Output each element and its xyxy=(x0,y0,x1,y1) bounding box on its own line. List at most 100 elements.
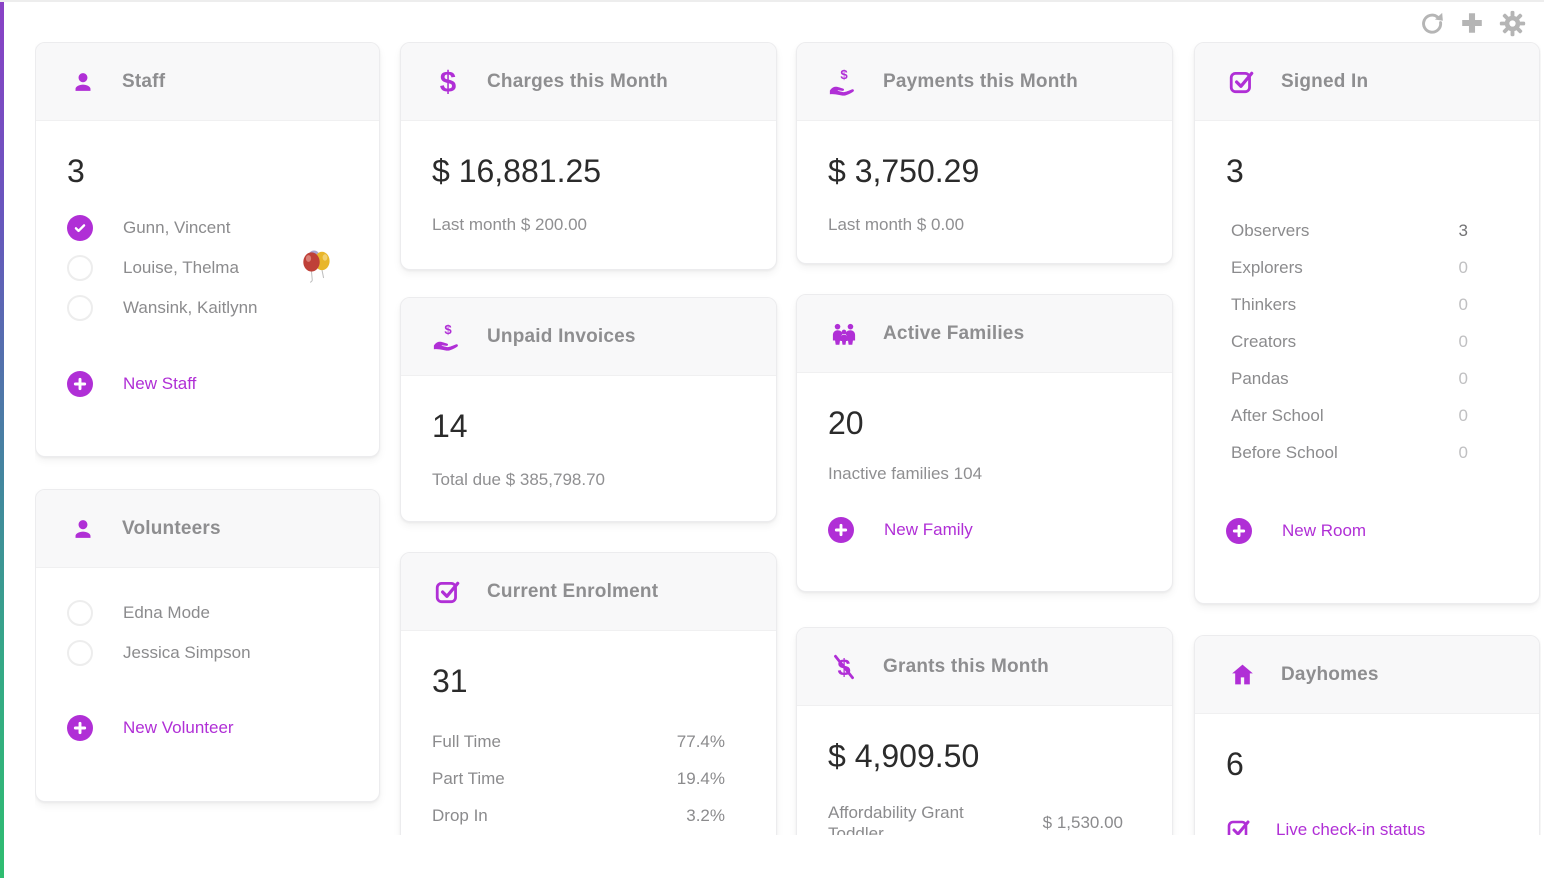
enrolment-breakdown: Full Time 77.4% Part Time 19.4% Drop In … xyxy=(432,723,745,834)
home-icon xyxy=(1226,661,1258,688)
charges-card-header: $ Charges this Month xyxy=(401,43,776,121)
new-family-label: New Family xyxy=(884,520,973,539)
new-staff-label: New Staff xyxy=(123,374,197,393)
room-count: 0 xyxy=(1458,368,1468,388)
enrolment-count: 31 xyxy=(432,663,468,699)
room-count: 0 xyxy=(1458,331,1468,351)
room-count: 0 xyxy=(1458,442,1468,462)
unpaid-card-header: $ Unpaid Invoices xyxy=(401,298,776,376)
room-count: 0 xyxy=(1458,405,1468,425)
enrolment-row: Part Time 19.4% xyxy=(432,760,725,797)
enrolment-row: Drop In 3.2% xyxy=(432,797,725,834)
dayhomes-count: 6 xyxy=(1226,746,1244,782)
families-card-title: Active Families xyxy=(883,322,1025,344)
active-families-card: Active Families 20 Inactive families 104… xyxy=(796,294,1173,592)
unchecked-circle-icon[interactable] xyxy=(67,295,93,321)
room-row: Before School 0 xyxy=(1231,434,1468,471)
room-label: Before School xyxy=(1231,442,1338,462)
staff-member-row[interactable]: Gunn, Vincent xyxy=(67,208,348,248)
inactive-families-text: Inactive families 104 xyxy=(828,464,983,483)
unchecked-circle-icon[interactable] xyxy=(67,255,93,281)
person-icon xyxy=(67,516,99,542)
svg-text:$: $ xyxy=(840,67,848,82)
new-volunteer-label: New Volunteer xyxy=(123,718,234,737)
new-room-label: New Room xyxy=(1282,521,1367,540)
live-checkin-status-link[interactable]: Live check-in status xyxy=(1226,810,1508,835)
settings-gear-icon[interactable] xyxy=(1496,7,1528,39)
room-count: 0 xyxy=(1458,257,1468,277)
volunteer-row[interactable]: Edna Mode xyxy=(67,593,348,633)
signed-in-count: 3 xyxy=(1226,153,1244,189)
grants-card-header: $ Grants this Month xyxy=(797,628,1172,706)
unpaid-card-title: Unpaid Invoices xyxy=(487,325,636,347)
room-row: Observers 3 xyxy=(1231,212,1468,249)
unpaid-count: 14 xyxy=(432,408,468,444)
room-count: 3 xyxy=(1458,220,1468,240)
room-label: Explorers xyxy=(1231,257,1303,277)
room-count: 0 xyxy=(1458,294,1468,314)
enrolment-row-label: Full Time xyxy=(432,731,501,751)
svg-text:$: $ xyxy=(440,66,456,98)
enrolment-row-value: 19.4% xyxy=(676,768,725,788)
unpaid-invoices-card: $ Unpaid Invoices 14 Total due $ 385,798… xyxy=(400,297,777,522)
new-family-button[interactable]: New Family xyxy=(828,510,1141,550)
payments-card-title: Payments this Month xyxy=(883,70,1078,92)
grant-row-label: Affordability Grant Toddler xyxy=(828,803,964,835)
staff-member-row[interactable]: Wansink, Kaitlynn xyxy=(67,288,348,328)
staff-count: 3 xyxy=(67,153,85,189)
volunteers-card: Volunteers Edna Mode Jessica Simpson New… xyxy=(35,489,380,802)
staff-member-name: Gunn, Vincent xyxy=(123,218,231,237)
families-card-header: Active Families xyxy=(797,295,1172,373)
dayhomes-card-header: Dayhomes xyxy=(1195,636,1539,714)
dollar-icon: $ xyxy=(432,66,464,98)
svg-text:$: $ xyxy=(444,322,452,337)
new-staff-button[interactable]: New Staff xyxy=(67,364,348,404)
signed-in-card: Signed In 3 Observers 3 Explorers 0 Thin… xyxy=(1194,42,1540,604)
dollar-slash-icon: $ xyxy=(828,652,860,682)
checkbox-check-icon xyxy=(1226,817,1252,835)
enrolment-card-title: Current Enrolment xyxy=(487,580,659,602)
side-gradient-strip xyxy=(0,2,4,878)
refresh-icon[interactable] xyxy=(1416,7,1448,39)
room-label: Creators xyxy=(1231,331,1297,351)
toolbar xyxy=(1416,7,1528,39)
grant-row: Affordability Grant Toddler $ 1,530.00 xyxy=(828,802,1141,835)
enrolment-card: Current Enrolment 31 Full Time 77.4% Par… xyxy=(400,552,777,835)
new-volunteer-button[interactable]: New Volunteer xyxy=(67,708,348,748)
unchecked-circle-icon[interactable] xyxy=(67,640,93,666)
add-icon[interactable] xyxy=(1456,7,1488,39)
enrolment-row-value: 77.4% xyxy=(676,731,725,751)
unchecked-circle-icon[interactable] xyxy=(67,600,93,626)
plus-circle-icon xyxy=(828,517,854,543)
dashboard: Staff 3 Gunn, Vincent Louise, Thelma xyxy=(35,42,1541,835)
enrolment-card-header: Current Enrolment xyxy=(401,553,776,631)
volunteer-row[interactable]: Jessica Simpson xyxy=(67,633,348,673)
new-room-button[interactable]: New Room xyxy=(1226,511,1508,551)
staff-member-name: Wansink, Kaitlynn xyxy=(123,298,258,317)
plus-circle-icon xyxy=(67,715,93,741)
grants-card: $ Grants this Month $ 4,909.50 Affordabi… xyxy=(796,627,1173,835)
dayhomes-card: Dayhomes 6 Live check-in status xyxy=(1194,635,1540,835)
plus-circle-icon xyxy=(1226,518,1252,544)
enrolment-row-label: Part Time xyxy=(432,768,505,788)
staff-member-row[interactable]: Louise, Thelma xyxy=(67,248,348,288)
charges-last-month: Last month $ 200.00 xyxy=(432,215,588,234)
payments-card-header: $ Payments this Month xyxy=(797,43,1172,121)
hand-holding-dollar-icon: $ xyxy=(432,321,464,353)
live-checkin-status-label: Live check-in status xyxy=(1276,820,1426,835)
person-icon xyxy=(67,69,99,95)
checkbox-check-icon xyxy=(1226,68,1258,96)
unpaid-total-due: Total due $ 385,798.70 xyxy=(432,470,605,489)
signed-in-rooms: Observers 3 Explorers 0 Thinkers 0 Creat… xyxy=(1226,212,1508,471)
room-row: Creators 0 xyxy=(1231,323,1468,360)
room-label: Pandas xyxy=(1231,368,1289,388)
dayhomes-card-title: Dayhomes xyxy=(1281,663,1379,685)
birthday-balloons-icon xyxy=(300,248,334,289)
volunteers-card-header: Volunteers xyxy=(36,490,379,568)
enrolment-row-value: 3.2% xyxy=(686,805,725,825)
charges-card-title: Charges this Month xyxy=(487,70,668,92)
checked-circle-icon[interactable] xyxy=(67,215,93,241)
room-label: After School xyxy=(1231,405,1324,425)
room-row: After School 0 xyxy=(1231,397,1468,434)
payments-card: $ Payments this Month $ 3,750.29 Last mo… xyxy=(796,42,1173,264)
